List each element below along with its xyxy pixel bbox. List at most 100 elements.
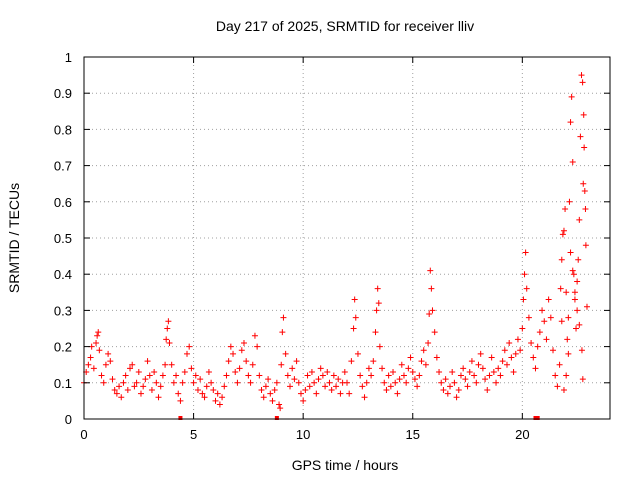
- data-point: [510, 368, 517, 375]
- data-point: [579, 79, 586, 86]
- data-point: [501, 347, 508, 354]
- data-point: [558, 318, 565, 325]
- data-point: [102, 361, 109, 368]
- data-point: [523, 285, 530, 292]
- data-point: [532, 365, 539, 372]
- data-point: [137, 390, 144, 397]
- data-point: [512, 350, 519, 357]
- data-point: [165, 318, 172, 325]
- data-point: [488, 354, 495, 361]
- data-point: [90, 365, 97, 372]
- data-point: [534, 343, 541, 350]
- data-point: [370, 358, 377, 365]
- data-point: [330, 372, 337, 379]
- data-point: [473, 379, 480, 386]
- data-point: [319, 372, 326, 379]
- data-point: [583, 303, 590, 310]
- data-point: [387, 383, 394, 390]
- y-axis-title: SRMTID / TECUs: [6, 183, 22, 293]
- data-point: [216, 401, 223, 408]
- data-point: [363, 379, 370, 386]
- data-point: [232, 368, 239, 375]
- data-point: [352, 314, 359, 321]
- data-point: [107, 358, 114, 365]
- data-point: [455, 387, 462, 394]
- data-point: [420, 347, 427, 354]
- data-point: [475, 361, 482, 368]
- data-point: [284, 372, 291, 379]
- data-point: [558, 256, 565, 263]
- data-point: [179, 379, 186, 386]
- data-point: [341, 368, 348, 375]
- data-point: [373, 307, 380, 314]
- data-point: [289, 365, 296, 372]
- data-point: [186, 343, 193, 350]
- data-point: [580, 111, 587, 118]
- data-point: [308, 368, 315, 375]
- data-point: [124, 387, 131, 394]
- zero-marker: [533, 416, 538, 420]
- data-point: [436, 368, 443, 375]
- data-point: [519, 325, 526, 332]
- data-point: [95, 329, 102, 336]
- data-point: [94, 332, 101, 339]
- data-point: [381, 379, 388, 386]
- y-tick-label: 0.5: [54, 231, 72, 246]
- data-point: [113, 390, 120, 397]
- data-point: [379, 365, 386, 372]
- data-point: [447, 383, 454, 390]
- data-point: [517, 347, 524, 354]
- data-point: [568, 93, 575, 100]
- zero-marker: [274, 416, 279, 420]
- data-point: [508, 354, 515, 361]
- data-point: [96, 347, 103, 354]
- data-point: [414, 383, 421, 390]
- data-point: [344, 379, 350, 386]
- data-point: [337, 390, 344, 397]
- data-point: [201, 394, 208, 401]
- data-point: [280, 314, 287, 321]
- data-point: [153, 379, 160, 386]
- data-point: [579, 376, 586, 383]
- data-point: [122, 372, 129, 379]
- data-point: [428, 285, 435, 292]
- data-point: [564, 336, 571, 343]
- data-point: [499, 358, 506, 365]
- y-tick-label: 0.8: [54, 122, 72, 137]
- data-point: [486, 372, 493, 379]
- data-point: [249, 361, 256, 368]
- data-point: [361, 394, 368, 401]
- data-point: [350, 325, 357, 332]
- y-tick-label: 0.4: [54, 267, 72, 282]
- data-point: [578, 347, 585, 354]
- data-point: [431, 329, 438, 336]
- data-point: [390, 368, 397, 375]
- data-point: [245, 372, 252, 379]
- data-point: [444, 390, 451, 397]
- data-point: [260, 394, 267, 401]
- data-point: [416, 372, 423, 379]
- data-point: [569, 267, 576, 274]
- data-point: [116, 383, 123, 390]
- data-point: [365, 365, 372, 372]
- data-point: [273, 379, 280, 386]
- y-tick-label: 0.3: [54, 303, 72, 318]
- data-point: [351, 296, 358, 303]
- data-point: [566, 198, 573, 205]
- data-point: [297, 390, 304, 397]
- data-point: [468, 358, 475, 365]
- data-point: [563, 289, 570, 296]
- data-point: [422, 361, 429, 368]
- data-point: [573, 325, 580, 332]
- data-point: [317, 365, 324, 372]
- data-point: [521, 271, 528, 278]
- data-point: [311, 379, 318, 386]
- data-point: [315, 376, 322, 383]
- data-point: [348, 358, 355, 365]
- data-point: [503, 361, 510, 368]
- data-point: [262, 383, 269, 390]
- data-point: [181, 368, 188, 375]
- data-point: [545, 296, 552, 303]
- data-point: [282, 350, 289, 357]
- data-point: [190, 379, 197, 386]
